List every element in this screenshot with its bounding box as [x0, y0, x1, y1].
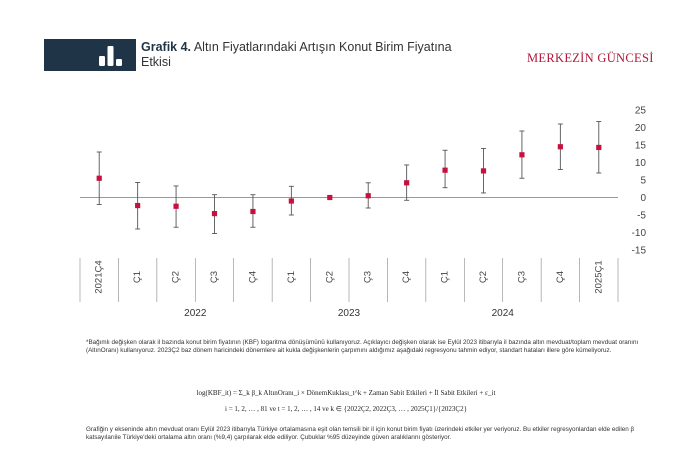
data-point: [135, 202, 141, 209]
year-group-label: 2022: [184, 308, 207, 319]
title-line-1: Altın Fiyatlarındaki Artışın Konut Birim…: [193, 40, 452, 54]
x-tick-label: Ç2: [171, 271, 182, 283]
year-group-label: 2023: [338, 308, 361, 319]
y-tick-label: 25: [635, 106, 647, 117]
title-line-2: Etkisi: [141, 55, 171, 69]
brand-logo: MERKEZİN GÜNCESİ: [527, 51, 654, 65]
regression-index-definition: i = 1, 2, … , 81 ve t = 1, 2, … , 14 ve …: [225, 405, 467, 413]
data-point: [404, 180, 410, 186]
x-tick-label: Ç2: [478, 271, 489, 283]
data-point: [480, 168, 487, 174]
x-tick-label: 2021Ç4: [94, 260, 105, 293]
y-tick-label: 20: [635, 123, 647, 134]
bar-chart-icon: [99, 46, 122, 66]
footnote-method: *Bağımlı değişken olarak il bazında konu…: [86, 339, 639, 355]
data-point: [173, 203, 179, 209]
x-tick-label: Ç3: [516, 271, 527, 283]
figure-badge: [44, 39, 136, 71]
data-point: [96, 175, 102, 181]
y-tick-label: 15: [635, 141, 647, 152]
chart-area: 25 20 15 10 5 0 -5 -10 -15 2021Ç4 Ç1 Ç2 Ç3 Ç4 Ç1 Ç2 Ç3 Ç4…: [79, 106, 647, 319]
data-point: [596, 144, 602, 151]
x-tick-label: Ç1: [132, 271, 143, 283]
x-tick-label: 2025Ç1: [593, 260, 604, 293]
x-tick-label: Ç4: [555, 271, 566, 283]
y-tick-label: 0: [640, 193, 646, 204]
x-tick-label: Ç4: [401, 271, 412, 283]
y-tick-label: -5: [637, 211, 646, 222]
figure-label: Grafik 4.: [141, 40, 192, 54]
x-tick-label: Ç1: [440, 271, 451, 283]
y-tick-label: -10: [632, 228, 647, 239]
year-group-label: 2024: [492, 308, 515, 319]
x-tick-label: Ç1: [286, 271, 297, 283]
x-tick-label: Ç3: [209, 271, 220, 283]
data-point: [327, 194, 333, 201]
data-point: [288, 198, 294, 204]
figure-title: Grafik 4. Altın Fiyatlarındaki Artışın K…: [141, 40, 521, 70]
y-tick-label: 5: [640, 176, 646, 187]
data-point: [557, 144, 563, 150]
data-point: [365, 193, 371, 199]
y-tick-label: 10: [635, 158, 647, 169]
footnote-interpretation: Grafiğin y ekseninde altın mevduat oranı…: [86, 426, 635, 442]
regression-formula: log(KBF_it) = Σ_k β_k AltınOranı_i × Dön…: [196, 389, 496, 397]
data-point: [211, 211, 218, 217]
data-point: [250, 208, 256, 215]
x-tick-label: Ç3: [363, 271, 374, 283]
data-point: [442, 167, 448, 173]
y-tick-label: -15: [632, 246, 647, 257]
x-tick-label: Ç2: [324, 271, 335, 283]
x-tick-label: Ç4: [247, 271, 258, 283]
data-point: [519, 152, 525, 158]
